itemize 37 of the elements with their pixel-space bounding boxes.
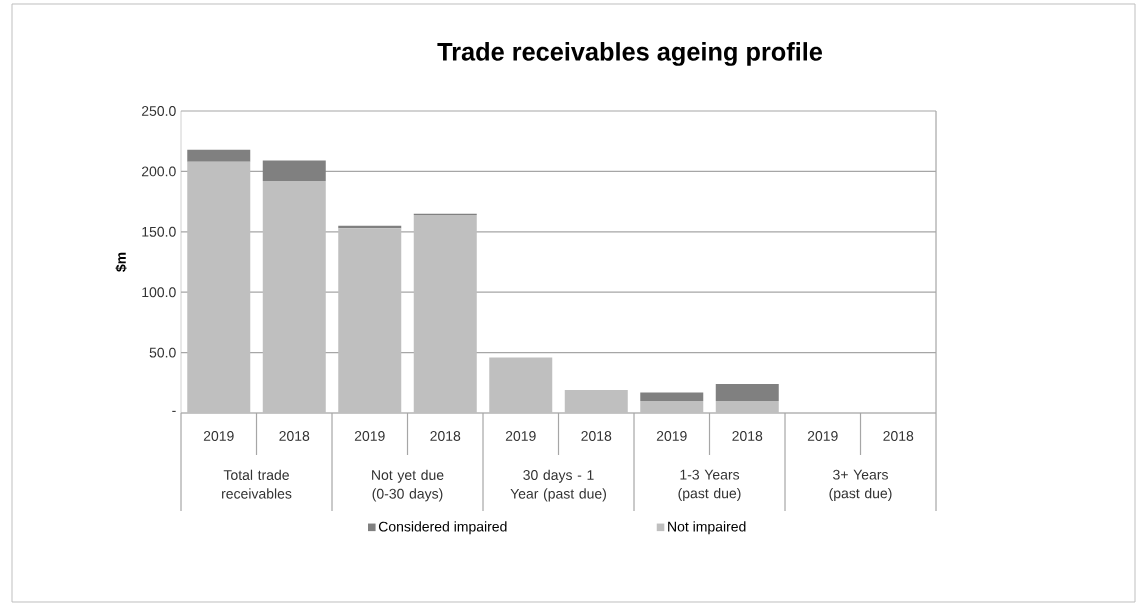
- x-tick-label: 2018: [430, 431, 461, 441]
- chart-title: Trade receivables ageing profile: [437, 42, 823, 66]
- x-tick-label: 2018: [883, 431, 914, 441]
- x-tick-label: 2019: [807, 431, 838, 441]
- x-tick-label: 2018: [279, 431, 310, 441]
- bar: [262, 181, 326, 413]
- bar: [338, 228, 402, 413]
- x-tick-label: 2018: [581, 431, 612, 441]
- y-tick-label: 250.0: [141, 106, 176, 116]
- bar: [640, 400, 704, 413]
- text: Not yet due (0-30 days): [372, 469, 444, 502]
- text: 3+ Years (past due): [829, 469, 892, 502]
- bar: [564, 390, 628, 413]
- bar: [187, 161, 251, 413]
- bar: [640, 392, 704, 401]
- text: 1-3 Years (past due): [678, 469, 741, 502]
- y-tick-label: 50.0: [149, 347, 176, 358]
- x-tick-label: 2018: [732, 431, 763, 441]
- text: 30 days - 1 Year (past due): [510, 469, 606, 502]
- x-tick-label: 2019: [203, 431, 234, 441]
- bar: [715, 383, 779, 401]
- y-tick-label: 150.0: [142, 226, 176, 237]
- bar: [413, 214, 477, 413]
- bar: [187, 149, 251, 162]
- bar: [489, 357, 553, 413]
- y-tick-label: -: [172, 410, 176, 412]
- x-tick-label: 2019: [505, 431, 536, 441]
- legend-label: Not impaired: [668, 521, 746, 535]
- y-tick-label: 200.0: [141, 166, 176, 177]
- legend-label: Considered impaired: [378, 521, 507, 535]
- x-tick-label: 2019: [354, 431, 385, 441]
- bar: [715, 400, 779, 413]
- y-tick-label: 100.0: [142, 287, 176, 298]
- bar: [262, 160, 326, 182]
- x-tick-label: 2019: [656, 431, 687, 441]
- text: Total trade receivables: [222, 469, 292, 499]
- y-axis-title: $m: [115, 252, 127, 272]
